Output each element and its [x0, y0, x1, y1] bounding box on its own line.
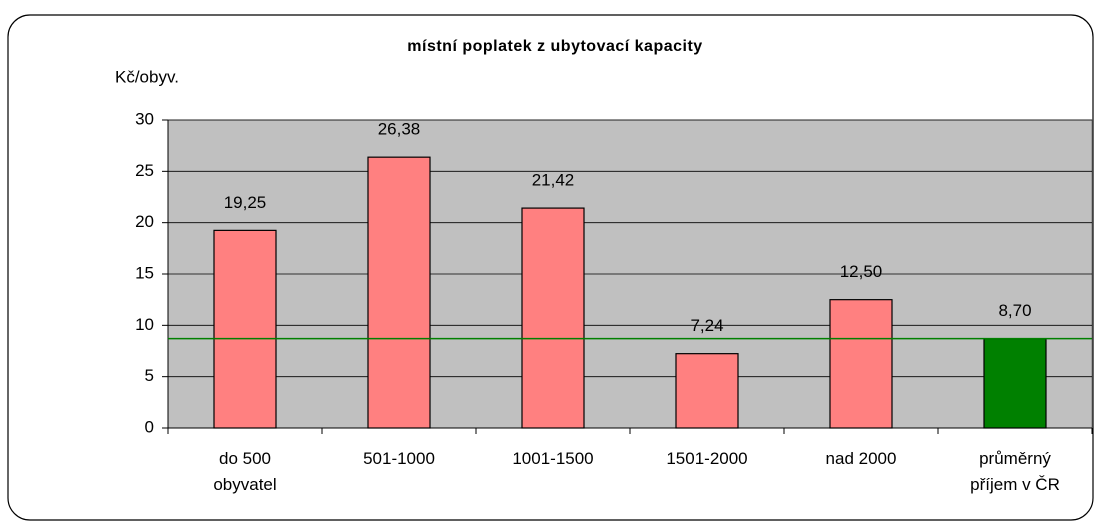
- x-tick-label: nad 2000: [825, 449, 897, 468]
- value-label: 26,38: [378, 120, 421, 139]
- y-tick-label: 25: [135, 161, 154, 180]
- y-axis-label: Kč/obyv.: [115, 67, 179, 86]
- bar: [829, 299, 893, 429]
- y-tick-label: 20: [135, 212, 154, 231]
- bar: [213, 229, 277, 429]
- x-tick-label: do 500 obyvatel: [213, 449, 277, 494]
- value-label: 8,70: [998, 301, 1031, 320]
- y-tick-label: 5: [145, 366, 154, 385]
- x-tick-label: 1001-1500: [512, 449, 594, 468]
- bar: [983, 338, 1047, 429]
- value-label: 12,50: [840, 262, 883, 281]
- value-label: 21,42: [532, 171, 575, 190]
- value-label: 7,24: [690, 316, 723, 335]
- bar: [521, 207, 585, 429]
- x-tick-label: průměrný příjem v ČR: [970, 449, 1060, 494]
- bar: [675, 353, 739, 429]
- x-tick-label: 501-1000: [363, 449, 435, 468]
- x-tick-label: 1501-2000: [666, 449, 748, 468]
- bar: [367, 156, 431, 429]
- chart-title: místní poplatek z ubytovací kapacity: [407, 38, 702, 55]
- y-tick-label: 0: [145, 417, 154, 436]
- y-tick-label: 10: [135, 315, 154, 334]
- y-tick-label: 15: [135, 263, 154, 282]
- y-tick-label: 30: [135, 109, 154, 128]
- value-label: 19,25: [224, 193, 267, 212]
